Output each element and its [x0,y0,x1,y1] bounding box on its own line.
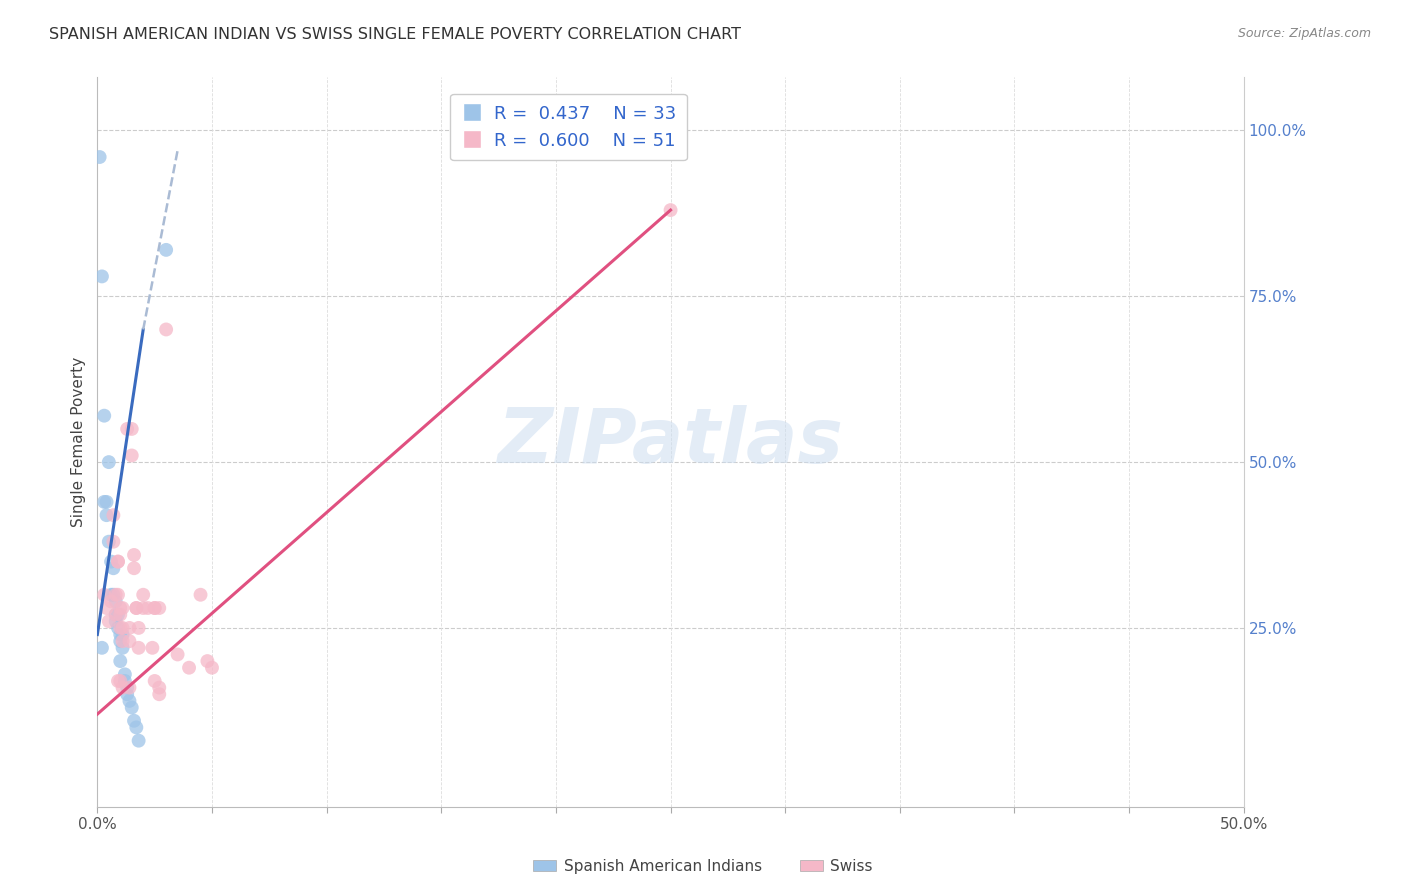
Point [111,627,134,641]
Point [155,322,177,336]
Point [100,555,122,569]
Point [104,607,127,622]
Point [121,700,143,714]
Point [121,449,143,463]
Point [111,681,134,695]
Point [132,588,155,602]
Legend: R =  0.437    N = 33, R =  0.600    N = 51: R = 0.437 N = 33, R = 0.600 N = 51 [450,94,686,161]
Point [100,588,122,602]
Point [110,601,132,615]
Point [107,607,129,622]
Point [148,681,170,695]
Point [613,123,636,137]
Point [122,561,145,575]
Point [118,681,141,695]
Point [103,534,125,549]
Point [166,648,188,662]
Text: ZIPatlas: ZIPatlas [498,405,844,479]
Point [122,548,145,562]
Point [143,601,166,615]
Point [148,601,170,615]
Point [110,607,132,622]
Point [111,621,134,635]
Point [115,681,138,695]
Point [122,714,145,728]
Point [148,687,170,701]
Point [121,422,143,436]
Point [125,601,148,615]
Point [93,409,115,423]
Point [93,495,115,509]
Text: SPANISH AMERICAN INDIAN VS SWISS SINGLE FEMALE POVERTY CORRELATION CHART: SPANISH AMERICAN INDIAN VS SWISS SINGLE … [49,27,741,42]
Point [103,588,125,602]
Point [190,588,212,602]
Point [111,634,134,648]
Point [201,661,224,675]
Point [103,561,125,575]
Point [110,634,132,648]
Point [118,694,141,708]
Point [96,508,118,523]
Point [100,594,122,608]
Point [104,615,127,629]
Point [197,654,219,668]
Point [97,534,120,549]
Point [125,601,148,615]
Point [103,508,125,523]
Point [96,495,118,509]
Point [104,607,127,622]
Point [118,634,141,648]
Point [118,621,141,635]
Point [568,123,591,137]
Point [115,422,138,436]
Point [128,621,150,635]
Point [97,615,120,629]
Point [104,588,127,602]
Point [91,640,114,655]
Point [143,673,166,688]
Point [136,601,159,615]
Point [107,555,129,569]
Point [107,621,129,635]
Point [110,621,132,635]
Point [115,687,138,701]
Point [114,667,136,681]
Point [91,269,114,284]
Point [155,243,177,257]
Point [97,455,120,469]
Point [110,627,132,641]
Point [110,654,132,668]
Point [107,673,129,688]
Point [107,588,129,602]
Point [128,640,150,655]
Point [93,588,115,602]
Point [96,601,118,615]
Point [89,150,111,164]
Y-axis label: Single Female Poverty: Single Female Poverty [72,357,86,527]
Point [659,203,682,218]
Point [177,661,200,675]
Text: Source: ZipAtlas.com: Source: ZipAtlas.com [1237,27,1371,40]
Point [141,640,163,655]
Point [143,601,166,615]
Point [111,601,134,615]
Point [107,555,129,569]
Point [128,733,150,747]
Point [104,594,127,608]
Legend: Spanish American Indians, Swiss: Spanish American Indians, Swiss [527,853,879,880]
Point [111,640,134,655]
Point [125,720,148,734]
Point [114,673,136,688]
Point [132,601,155,615]
Point [110,673,132,688]
